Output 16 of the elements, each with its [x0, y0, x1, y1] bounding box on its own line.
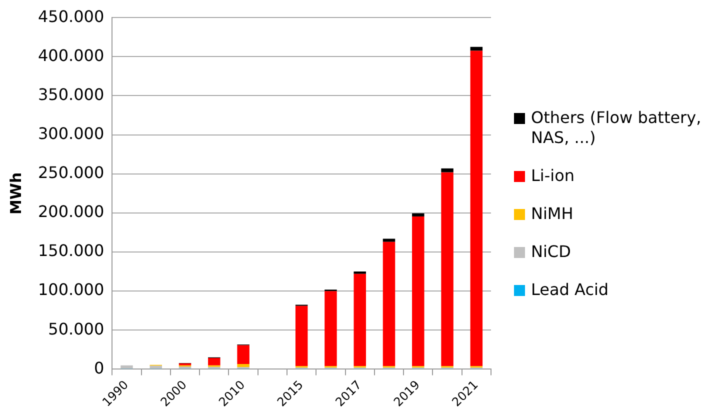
y-tick-label: 150.000	[38, 241, 104, 260]
y-tick-label: 450.000	[38, 6, 104, 26]
y-tick-label: 400.000	[38, 46, 104, 65]
y-tick-label: 250.000	[38, 163, 104, 182]
y-tick-label: 350.000	[38, 84, 104, 104]
y-tick-label: 200.000	[38, 202, 104, 222]
legend-label: Lead Acid	[531, 280, 609, 300]
y-axis-title: MWh	[6, 172, 25, 214]
y-tick-label: 300.000	[38, 124, 104, 143]
legend-label: Li-ion	[531, 166, 575, 186]
y-tick-label: 100.000	[38, 280, 104, 300]
legend-label: NiCD	[531, 242, 571, 262]
y-tick-label: 0	[94, 358, 104, 378]
legend-label: NiMH	[531, 204, 574, 224]
y-tick-label: 50.000	[48, 319, 104, 338]
legend-label: Others (Flow battery, NAS, ...)	[531, 108, 702, 148]
